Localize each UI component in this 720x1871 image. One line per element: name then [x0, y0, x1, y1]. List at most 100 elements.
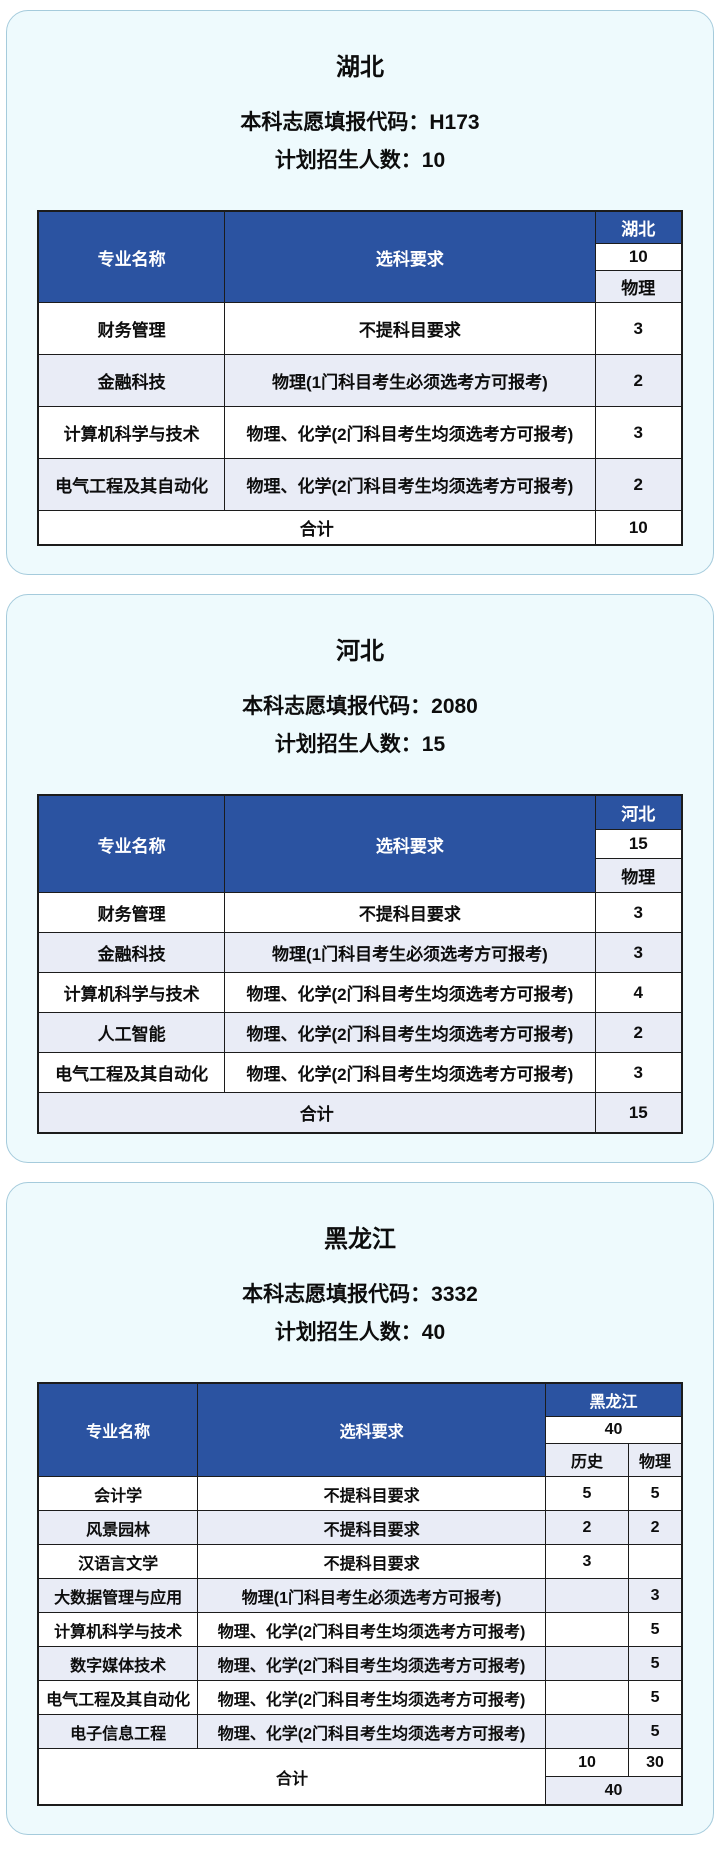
table-row: 会计学 不提科目要求 5 5: [37, 1476, 683, 1511]
count-cell-history: [544, 1612, 630, 1647]
table-row: 财务管理 不提科目要求 3: [37, 892, 683, 933]
req-column-header: 选科要求: [224, 794, 596, 893]
requirement-cell: 物理(1门科目考生必须选考方可报考): [197, 1578, 546, 1613]
major-cell: 电子信息工程: [37, 1714, 199, 1749]
requirement-cell: 不提科目要求: [224, 892, 596, 933]
table-row: 风景园林 不提科目要求 2 2: [37, 1510, 683, 1545]
requirement-cell: 物理、化学(2门科目考生均须选考方可报考): [224, 972, 596, 1013]
total-plan-row: 10: [38, 243, 683, 271]
total-plan-cell: 10: [594, 243, 683, 271]
table-row: 人工智能 物理、化学(2门科目考生均须选考方可报考) 2: [37, 1012, 683, 1053]
requirement-cell: 物理、化学(2门科目考生均须选考方可报考): [224, 406, 596, 459]
major-cell: 汉语言文学: [37, 1544, 199, 1579]
major-cell: 人工智能: [37, 1012, 226, 1053]
province-column-header: 湖北: [594, 210, 683, 244]
application-code-line: 本科志愿填报代码：2080: [242, 695, 478, 718]
count-cell-physics: 5: [628, 1714, 683, 1749]
table-row: 计算机科学与技术 物理、化学(2门科目考生均须选考方可报考) 3: [37, 406, 683, 459]
count-cell-history: 2: [544, 1510, 630, 1545]
plan-count-line: 计划招生人数：10: [274, 149, 446, 172]
count-cell-physics: 3: [628, 1578, 683, 1613]
table-row: 大数据管理与应用 物理(1门科目考生必须选考方可报考) 3: [37, 1578, 683, 1613]
subject-header-cell: 物理: [594, 858, 683, 893]
province-column-header: 黑龙江: [544, 1382, 683, 1417]
plan-table: 专业名称 选科要求 河北 15 物理 财务管理 不提科目要求 3 金: [37, 794, 683, 1134]
table-row: 电气工程及其自动化 物理、化学(2门科目考生均须选考方可报考) 3: [37, 1052, 683, 1093]
major-cell: 电气工程及其自动化: [37, 1680, 199, 1715]
requirement-cell: 不提科目要求: [197, 1510, 546, 1545]
subject-header-row: 物理: [38, 270, 683, 303]
count-cell: 2: [594, 354, 683, 407]
grand-total-cell: 40: [544, 1776, 683, 1806]
total-plan-row: 40: [38, 1416, 683, 1444]
requirement-cell: 物理、化学(2门科目考生均须选考方可报考): [197, 1646, 546, 1681]
table-row: 计算机科学与技术 物理、化学(2门科目考生均须选考方可报考) 4: [37, 972, 683, 1013]
total-row: 合计 10: [37, 510, 683, 546]
major-column-header: 专业名称: [37, 794, 226, 893]
major-cell: 计算机科学与技术: [37, 1612, 199, 1647]
count-cell-history: 5: [544, 1476, 630, 1511]
req-column-header: 选科要求: [224, 210, 596, 303]
count-cell: 3: [594, 892, 683, 933]
count-cell-history: [544, 1714, 630, 1749]
count-cell: 3: [594, 302, 683, 355]
grand-total-row: 40: [38, 1776, 683, 1806]
plan-table-wrapper: 专业名称 选科要求 河北 15 物理 财务管理 不提科目要求 3 金: [37, 794, 683, 1134]
table-row: 电子信息工程 物理、化学(2门科目考生均须选考方可报考) 5: [37, 1714, 683, 1749]
count-cell-physics: 5: [628, 1680, 683, 1715]
plan-count-line: 计划招生人数：15: [274, 733, 446, 756]
total-label-cell: 合计: [37, 1092, 596, 1134]
total-label-cell: 合计: [37, 1748, 546, 1806]
major-cell: 计算机科学与技术: [37, 972, 226, 1013]
requirement-cell: 物理、化学(2门科目考生均须选考方可报考): [224, 1012, 596, 1053]
application-code-line: 本科志愿填报代码：3332: [242, 1283, 478, 1306]
header-row: 专业名称 选科要求 黑龙江: [37, 1382, 683, 1477]
major-cell: 数字媒体技术: [37, 1646, 199, 1681]
total-value-cell: 15: [594, 1092, 683, 1134]
requirement-cell: 物理、化学(2门科目考生均须选考方可报考): [197, 1612, 546, 1647]
major-cell: 计算机科学与技术: [37, 406, 226, 459]
header-row: 专业名称 选科要求 河北: [37, 794, 683, 893]
application-code-line: 本科志愿填报代码：H173: [240, 111, 480, 134]
requirement-cell: 不提科目要求: [224, 302, 596, 355]
count-cell: 3: [594, 932, 683, 973]
plan-count-line: 计划招生人数：40: [274, 1321, 446, 1344]
province-card-heilongjiang: 黑龙江 本科志愿填报代码：3332 计划招生人数：40 专业名称 选科要求 黑龙…: [6, 1182, 714, 1835]
count-cell: 3: [594, 1052, 683, 1093]
count-cell: 2: [594, 458, 683, 511]
total-row: 合计 10 30: [37, 1748, 683, 1806]
total-value-cell-physics: 30: [628, 1748, 683, 1777]
total-value-cell: 10: [594, 510, 683, 546]
subject-header-cell-history: 历史: [544, 1443, 630, 1477]
province-title: 河北: [336, 638, 384, 665]
table-row: 汉语言文学 不提科目要求 3: [37, 1544, 683, 1579]
count-cell-history: 3: [544, 1544, 630, 1579]
requirement-cell: 物理、化学(2门科目考生均须选考方可报考): [197, 1680, 546, 1715]
count-cell-physics: 2: [628, 1510, 683, 1545]
requirement-cell: 物理、化学(2门科目考生均须选考方可报考): [197, 1714, 546, 1749]
table-row: 财务管理 不提科目要求 3: [37, 302, 683, 355]
major-cell: 风景园林: [37, 1510, 199, 1545]
plan-table-wrapper: 专业名称 选科要求 黑龙江 40 历史 物理 会计学 不提科目要求 5 5: [37, 1382, 683, 1806]
requirement-cell: 物理(1门科目考生必须选考方可报考): [224, 354, 596, 407]
count-cell-physics: [628, 1544, 683, 1579]
plan-table: 专业名称 选科要求 湖北 10 物理 财务管理 不提科目要求 3 金: [37, 210, 683, 546]
province-card-hubei: 湖北 本科志愿填报代码：H173 计划招生人数：10 专业名称 选科要求 湖北 …: [6, 10, 714, 575]
table-row: 电气工程及其自动化 物理、化学(2门科目考生均须选考方可报考) 5: [37, 1680, 683, 1715]
major-cell: 会计学: [37, 1476, 199, 1511]
requirement-cell: 物理、化学(2门科目考生均须选考方可报考): [224, 458, 596, 511]
total-plan-cell: 40: [544, 1416, 683, 1444]
subject-header-row: 历史 物理: [38, 1443, 683, 1477]
count-cell: 4: [594, 972, 683, 1013]
total-row: 合计 15: [37, 1092, 683, 1134]
req-column-header: 选科要求: [197, 1382, 546, 1477]
requirement-cell: 不提科目要求: [197, 1476, 546, 1511]
major-cell: 大数据管理与应用: [37, 1578, 199, 1613]
major-cell: 金融科技: [37, 354, 226, 407]
count-cell-history: [544, 1680, 630, 1715]
table-row: 金融科技 物理(1门科目考生必须选考方可报考) 3: [37, 932, 683, 973]
header-row: 专业名称 选科要求 湖北: [37, 210, 683, 303]
count-cell-history: [544, 1578, 630, 1613]
province-card-hebei: 河北 本科志愿填报代码：2080 计划招生人数：15 专业名称 选科要求 河北 …: [6, 594, 714, 1163]
requirement-cell: 物理(1门科目考生必须选考方可报考): [224, 932, 596, 973]
